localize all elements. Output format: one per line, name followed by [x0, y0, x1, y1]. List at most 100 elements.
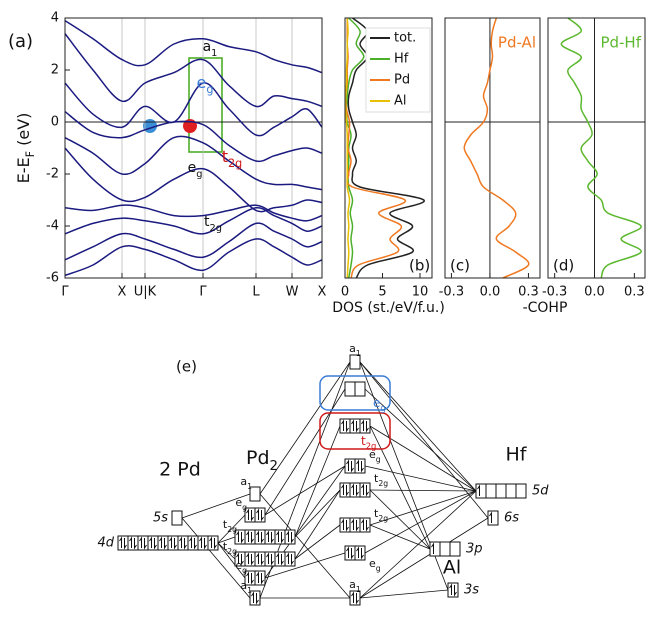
column-title: Al [443, 557, 461, 579]
connector [217, 542, 246, 579]
electron [346, 421, 349, 433]
connector [217, 536, 236, 544]
electron [351, 461, 354, 473]
orbital-box [339, 418, 351, 434]
connector [369, 490, 477, 526]
connector [359, 361, 477, 492]
text-part: a [349, 342, 356, 355]
annotation: eg [197, 73, 214, 96]
text-part: t [223, 518, 228, 531]
orbital-box [167, 535, 179, 551]
subscript: 2g [378, 479, 388, 488]
electron [366, 421, 369, 433]
curve [345, 18, 365, 278]
text-part: e [369, 448, 376, 461]
subscript: 2g [366, 441, 377, 451]
electron [199, 536, 202, 548]
x-tick-label: 0.0 [584, 285, 605, 300]
electron [271, 532, 274, 544]
electron [341, 518, 344, 530]
orbital-box [475, 483, 487, 499]
connector [217, 514, 246, 544]
orbital-box [439, 541, 451, 557]
connector [259, 361, 351, 495]
electron [256, 552, 259, 564]
orbital-box [157, 535, 169, 551]
orbital-box [339, 482, 351, 498]
electron [266, 530, 269, 542]
series-label: Pd-Al [498, 34, 536, 52]
electron [241, 532, 244, 544]
level-label: eg [235, 496, 247, 512]
text-part: e [369, 557, 376, 570]
x-tick-label: X [118, 285, 127, 300]
electron [351, 548, 354, 560]
subscript: 2g [378, 514, 388, 523]
subscript: 1 [356, 349, 361, 358]
orbital-box [449, 541, 461, 557]
electron [194, 538, 197, 550]
electron [164, 538, 167, 550]
orbital-box [495, 483, 507, 499]
orbital-box [344, 458, 356, 474]
text-part: a [240, 579, 247, 592]
text-part: t [222, 147, 228, 166]
electron [361, 518, 364, 530]
connector [359, 589, 449, 599]
electron [356, 459, 359, 471]
orbital-box [254, 551, 266, 567]
orbital-box [254, 507, 266, 523]
electron [281, 532, 284, 544]
orbital-box [274, 551, 286, 567]
orbital-box [349, 590, 361, 606]
orbital-box [137, 535, 149, 551]
level-label: t2g [223, 540, 237, 556]
electron [366, 485, 369, 497]
connector [369, 425, 431, 550]
connector [359, 517, 489, 599]
electron [256, 571, 259, 583]
x-tick-label: X [318, 285, 327, 300]
electron [149, 536, 152, 548]
orbital-box [254, 529, 266, 545]
tg-highlight [319, 412, 391, 450]
curve [65, 238, 322, 277]
orbital-label: 3s [464, 583, 479, 598]
electron [281, 554, 284, 566]
electron [351, 518, 354, 530]
column-title: Pd2 [246, 447, 278, 474]
electron [261, 510, 264, 522]
subscript: g [242, 566, 247, 575]
orbital-box [147, 535, 159, 551]
x-tick-label: 0.0 [480, 285, 501, 300]
y-tick-label: 0 [51, 115, 59, 130]
electron [134, 538, 137, 550]
x-tick-label: -0.3 [439, 285, 464, 300]
subscript: g [196, 169, 202, 180]
x-tick-label: U|K [134, 285, 157, 300]
orbital-box [354, 381, 366, 397]
electron [346, 520, 349, 532]
subscript: 2 [270, 459, 278, 474]
subscript: 2g [210, 223, 222, 234]
connector [369, 425, 477, 492]
electron [129, 536, 132, 548]
electron [169, 536, 172, 548]
level-label: eg [369, 448, 381, 464]
text-part: a [349, 578, 356, 591]
connector [369, 524, 431, 550]
annotation: a1 [203, 39, 218, 59]
text-part: t [204, 214, 210, 230]
text-part: e [235, 496, 242, 509]
legend-label: Pd [394, 73, 410, 88]
x-tick-label: 0 [341, 285, 349, 300]
electron [214, 538, 217, 550]
subscript: 2g [227, 547, 237, 556]
x-tick-label: 5 [378, 285, 386, 300]
plot-frame [444, 17, 541, 279]
plot-frame [547, 17, 646, 279]
orbital-box [359, 482, 371, 498]
orbital-box [249, 590, 261, 606]
annotation: eg [188, 160, 203, 180]
electron [251, 591, 254, 603]
